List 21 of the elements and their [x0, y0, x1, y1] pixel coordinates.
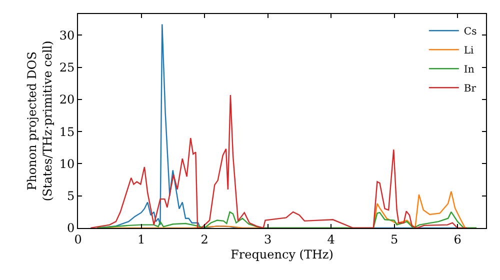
line-series — [96, 211, 478, 228]
x-tick-label: 3 — [264, 232, 272, 246]
x-tick-label: 6 — [454, 232, 462, 246]
y-axis-title: Phonon projected DOS (States/THz·primitive cell) — [25, 40, 55, 202]
legend-label: Br — [464, 84, 476, 95]
legend-label: In — [464, 64, 475, 76]
line-series — [90, 94, 468, 228]
x-axis-title: Frequency (THz) — [230, 247, 334, 262]
y-tick-label: 10 — [59, 156, 75, 171]
y-tick-label: 30 — [59, 28, 75, 42]
x-tick-label: 4 — [327, 232, 336, 246]
y-tick-label: 0 — [66, 221, 75, 236]
y-tick-label: 20 — [59, 92, 75, 107]
x-tick-label: 1 — [137, 232, 146, 246]
x-tick-label: 2 — [200, 232, 208, 246]
y-tick-label: 5 — [66, 189, 75, 204]
x-tick-label: 5 — [390, 232, 398, 246]
legend-label: Li — [464, 46, 474, 57]
y-tick-label: 15 — [59, 124, 75, 139]
y-tick-label: 25 — [59, 60, 75, 75]
legend-label: Cs — [464, 26, 477, 38]
